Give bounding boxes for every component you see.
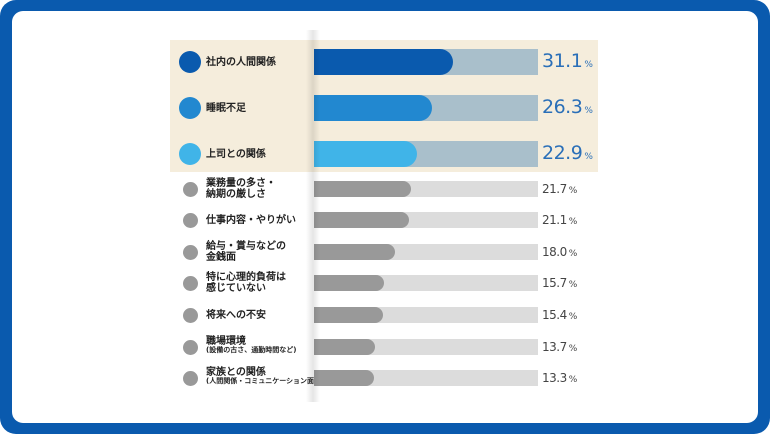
bar-track <box>314 95 538 121</box>
bar-track <box>314 244 538 260</box>
value-unit: % <box>568 311 578 322</box>
legend-dot <box>183 275 198 291</box>
value-number: 15.7 <box>542 275 567 290</box>
category-label: 家族との関係 (人間関係・コミュニケーション面) <box>206 367 317 386</box>
bar-track <box>314 370 538 386</box>
value-unit: % <box>568 374 578 385</box>
bar-track <box>314 275 538 291</box>
legend-dot <box>183 181 198 197</box>
category-label: 睡眠不足 <box>206 103 246 114</box>
category-label-text: 睡眠不足 <box>206 102 246 114</box>
bar <box>314 244 395 260</box>
bar-track <box>314 307 538 323</box>
legend-dot <box>183 212 198 228</box>
value-unit: % <box>584 60 593 71</box>
bar <box>314 339 376 355</box>
category-label-text: 将来への不安 <box>206 309 266 321</box>
value-unit: % <box>568 279 578 290</box>
value-label: 15.7% <box>542 276 577 290</box>
category-label-text: 上司との関係 <box>206 148 266 160</box>
legend-dot <box>179 143 201 165</box>
value-number: 18.0 <box>542 244 567 259</box>
value-label: 22.9% <box>542 142 593 165</box>
bar <box>314 212 409 228</box>
category-label: 業務量の多さ・ 納期の厳しさ <box>206 178 276 200</box>
bar <box>314 275 385 291</box>
category-label: 給与・賞与などの 金銭面 <box>206 241 286 263</box>
value-number: 21.7 <box>542 181 567 196</box>
category-label-text: 給与・賞与などの 金銭面 <box>206 241 286 263</box>
value-number: 13.7 <box>542 339 567 354</box>
value-number: 15.4 <box>542 307 567 322</box>
value-unit: % <box>568 343 578 354</box>
value-unit: % <box>568 248 578 259</box>
legend-dot <box>183 339 198 355</box>
category-label-text: 職場環境 <box>206 336 246 347</box>
category-label-text: 仕事内容・やりがい <box>206 214 296 226</box>
value-number: 22.9 <box>542 142 583 165</box>
value-number: 26.3 <box>542 96 583 119</box>
bar-track <box>314 181 538 197</box>
category-sublabel: (設備の古さ、通勤時間など) <box>206 346 297 354</box>
bar <box>314 95 432 121</box>
category-label: 社内の人間関係 <box>206 57 276 68</box>
value-unit: % <box>584 106 593 117</box>
bar <box>314 307 383 323</box>
category-sublabel: (人間関係・コミュニケーション面) <box>206 377 318 385</box>
divider-shadow <box>306 30 320 402</box>
legend-dot <box>179 97 201 119</box>
value-label: 13.7% <box>542 340 577 354</box>
value-unit: % <box>568 216 578 227</box>
category-label: 将来への不安 <box>206 310 266 321</box>
legend-dot <box>183 307 198 323</box>
value-unit: % <box>584 152 593 163</box>
value-label: 13.3% <box>542 371 577 385</box>
bar <box>314 370 374 386</box>
value-number: 13.3 <box>542 370 567 385</box>
category-label: 仕事内容・やりがい <box>206 215 296 226</box>
legend-dot <box>183 370 198 386</box>
value-label: 21.1% <box>542 213 577 227</box>
value-label: 31.1% <box>542 50 593 73</box>
value-label: 21.7% <box>542 182 577 196</box>
category-label: 上司との関係 <box>206 149 266 160</box>
bar <box>314 141 417 167</box>
category-label: 特に心理的負荷は 感じていない <box>206 272 286 294</box>
value-label: 26.3% <box>542 96 593 119</box>
category-label: 職場環境 (設備の古さ、通勤時間など) <box>206 336 296 355</box>
value-label: 18.0% <box>542 245 577 259</box>
category-label-text: 特に心理的負荷は 感じていない <box>206 272 286 294</box>
category-label-text: 家族との関係 <box>206 367 266 378</box>
bar-track <box>314 49 538 75</box>
value-number: 31.1 <box>542 50 583 73</box>
category-label-text: 社内の人間関係 <box>206 56 276 68</box>
bar-track <box>314 212 538 228</box>
bar-track <box>314 141 538 167</box>
bar <box>314 181 412 197</box>
value-label: 15.4% <box>542 308 577 322</box>
bar <box>314 49 454 75</box>
value-unit: % <box>568 185 578 196</box>
legend-dot <box>179 51 201 73</box>
value-number: 21.1 <box>542 212 567 227</box>
bar-track <box>314 339 538 355</box>
category-label-text: 業務量の多さ・ 納期の厳しさ <box>206 178 276 200</box>
legend-dot <box>183 244 198 260</box>
